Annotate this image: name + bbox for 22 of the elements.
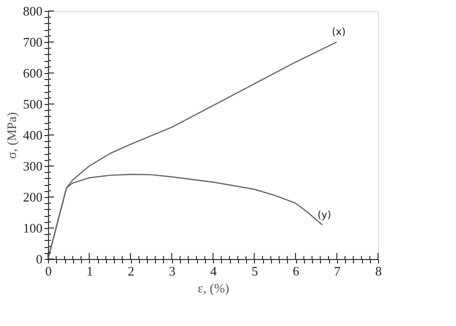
x-tick-label: 6 <box>292 264 300 278</box>
x-tick-label: 0 <box>45 264 52 278</box>
x-tick-label: 1 <box>86 264 93 278</box>
x-tick-label: 8 <box>375 264 382 278</box>
y-tick-label: 0 <box>36 252 42 266</box>
y-tick-label: 500 <box>23 96 42 112</box>
y-tick-label: 800 <box>23 4 42 18</box>
y-tick-label: 100 <box>23 220 42 236</box>
y-tick-label: 600 <box>23 66 42 80</box>
y-axis-title: σ, (MPa) <box>4 112 19 159</box>
y-tick-label: 200 <box>23 190 42 204</box>
y-tick-label: 300 <box>23 158 42 174</box>
y-tick-label: 400 <box>23 128 42 142</box>
x-tick-label: 4 <box>210 264 218 278</box>
x-tick-label: 2 <box>128 264 134 278</box>
x-axis-title: ε, (%) <box>198 280 230 296</box>
y-tick-label: 700 <box>23 34 42 50</box>
x-tick-label: 3 <box>169 264 176 278</box>
x-tick-label: 5 <box>252 264 258 278</box>
x-tick-label: 7 <box>334 264 341 278</box>
annotation: (y) <box>317 210 332 221</box>
annotation: (x) <box>332 27 346 38</box>
